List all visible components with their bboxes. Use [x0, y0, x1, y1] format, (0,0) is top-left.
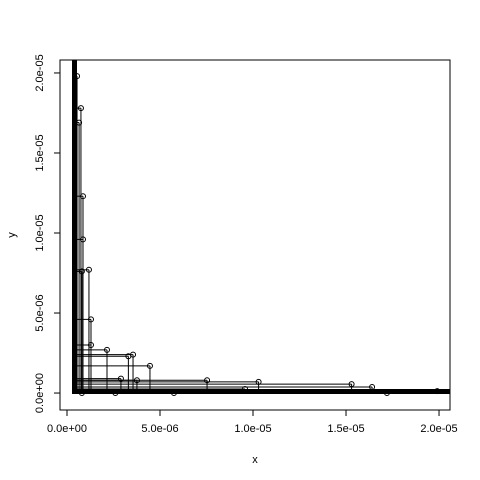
point [85, 266, 92, 273]
point [204, 377, 211, 384]
point [87, 342, 94, 349]
point [87, 316, 94, 323]
x-tick-label: 0.0e+00 [47, 423, 87, 435]
y-tick-label: 0.0e+00 [34, 373, 46, 413]
plot-frame [59, 59, 451, 411]
point [79, 193, 86, 200]
dense-lines [72, 60, 77, 393]
point [369, 383, 376, 390]
y-tick-label: 5.0e-06 [34, 294, 46, 331]
point [76, 119, 83, 126]
y-tick-label: 1.0e-05 [34, 214, 46, 251]
y-tick-label: 2.0e-05 [34, 54, 46, 91]
point [77, 105, 84, 112]
y-tick-label: 1.5e-05 [34, 134, 46, 171]
point [146, 362, 153, 369]
x-tick-label: 2.0e-05 [420, 423, 457, 435]
x-tick-label: 1.5e-05 [327, 423, 364, 435]
point [78, 268, 85, 275]
x-tick-label: 1.0e-05 [234, 423, 271, 435]
point [125, 353, 132, 360]
point [117, 375, 124, 382]
x-tick-label: 5.0e-06 [141, 423, 178, 435]
y-axis-label: y [6, 232, 18, 238]
point [434, 388, 441, 395]
point [103, 346, 110, 353]
point [74, 73, 81, 80]
point [79, 236, 86, 243]
point [242, 386, 249, 393]
x-axis-label: x [252, 454, 258, 466]
point [383, 390, 390, 397]
